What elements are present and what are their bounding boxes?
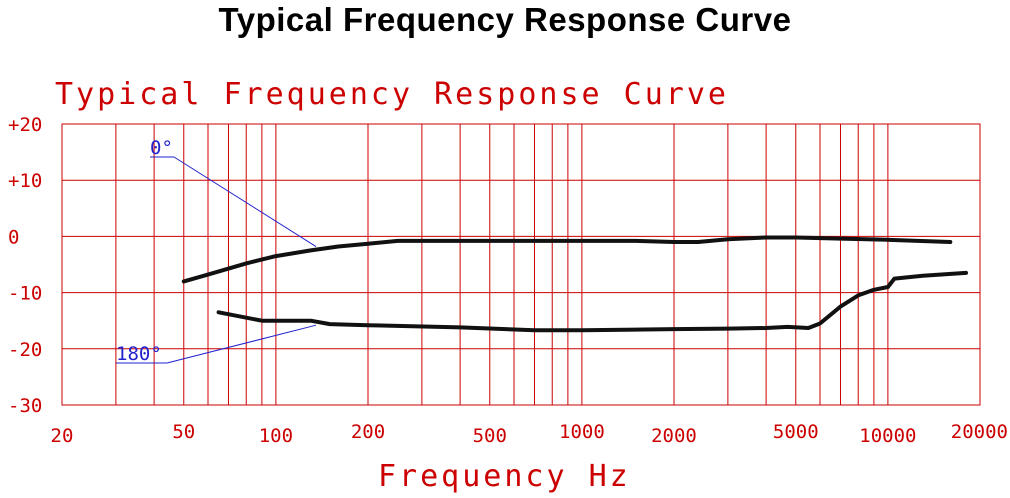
y-tick-label: -30 bbox=[8, 395, 42, 417]
annotation-leader-line bbox=[173, 156, 317, 247]
x-tick-label: 20000 bbox=[951, 421, 1008, 443]
annotations: 0° 180° bbox=[116, 137, 317, 365]
response-curve-1 bbox=[216, 270, 968, 333]
annotation-label: 180° bbox=[116, 343, 162, 365]
x-axis-label: Frequency Hz bbox=[378, 459, 631, 494]
plot-border bbox=[61, 123, 981, 406]
y-tick-label: 0 bbox=[8, 226, 19, 248]
y-axis-ticks: +20 +10 0 -10 -20 -30 bbox=[8, 114, 42, 417]
y-tick-label: +10 bbox=[8, 170, 42, 192]
x-tick-label: 200 bbox=[351, 421, 385, 443]
x-tick-label: 2000 bbox=[651, 425, 697, 447]
x-tick-label: 1000 bbox=[559, 421, 605, 443]
x-tick-label: 50 bbox=[172, 421, 195, 443]
x-tick-label: 20 bbox=[51, 425, 74, 447]
annotation-label: 0° bbox=[150, 137, 173, 159]
chart-inner-title: Typical Frequency Response Curve bbox=[55, 77, 729, 112]
y-tick-label: -20 bbox=[8, 339, 42, 361]
grid bbox=[61, 123, 981, 406]
x-axis-ticks: 20 50 100 200 500 1000 2000 5000 10000 20000 bbox=[51, 421, 1008, 447]
y-tick-label: +20 bbox=[8, 114, 42, 136]
x-tick-label: 500 bbox=[473, 425, 507, 447]
annotation-leader-line bbox=[166, 324, 317, 364]
curves bbox=[181, 235, 968, 333]
y-tick-label: -10 bbox=[8, 283, 42, 305]
response-curve-0 bbox=[181, 235, 953, 284]
page-title: Typical Frequency Response Curve bbox=[218, 1, 792, 38]
x-tick-label: 100 bbox=[259, 425, 293, 447]
x-tick-label: 10000 bbox=[859, 425, 916, 447]
x-tick-label: 5000 bbox=[773, 421, 819, 443]
